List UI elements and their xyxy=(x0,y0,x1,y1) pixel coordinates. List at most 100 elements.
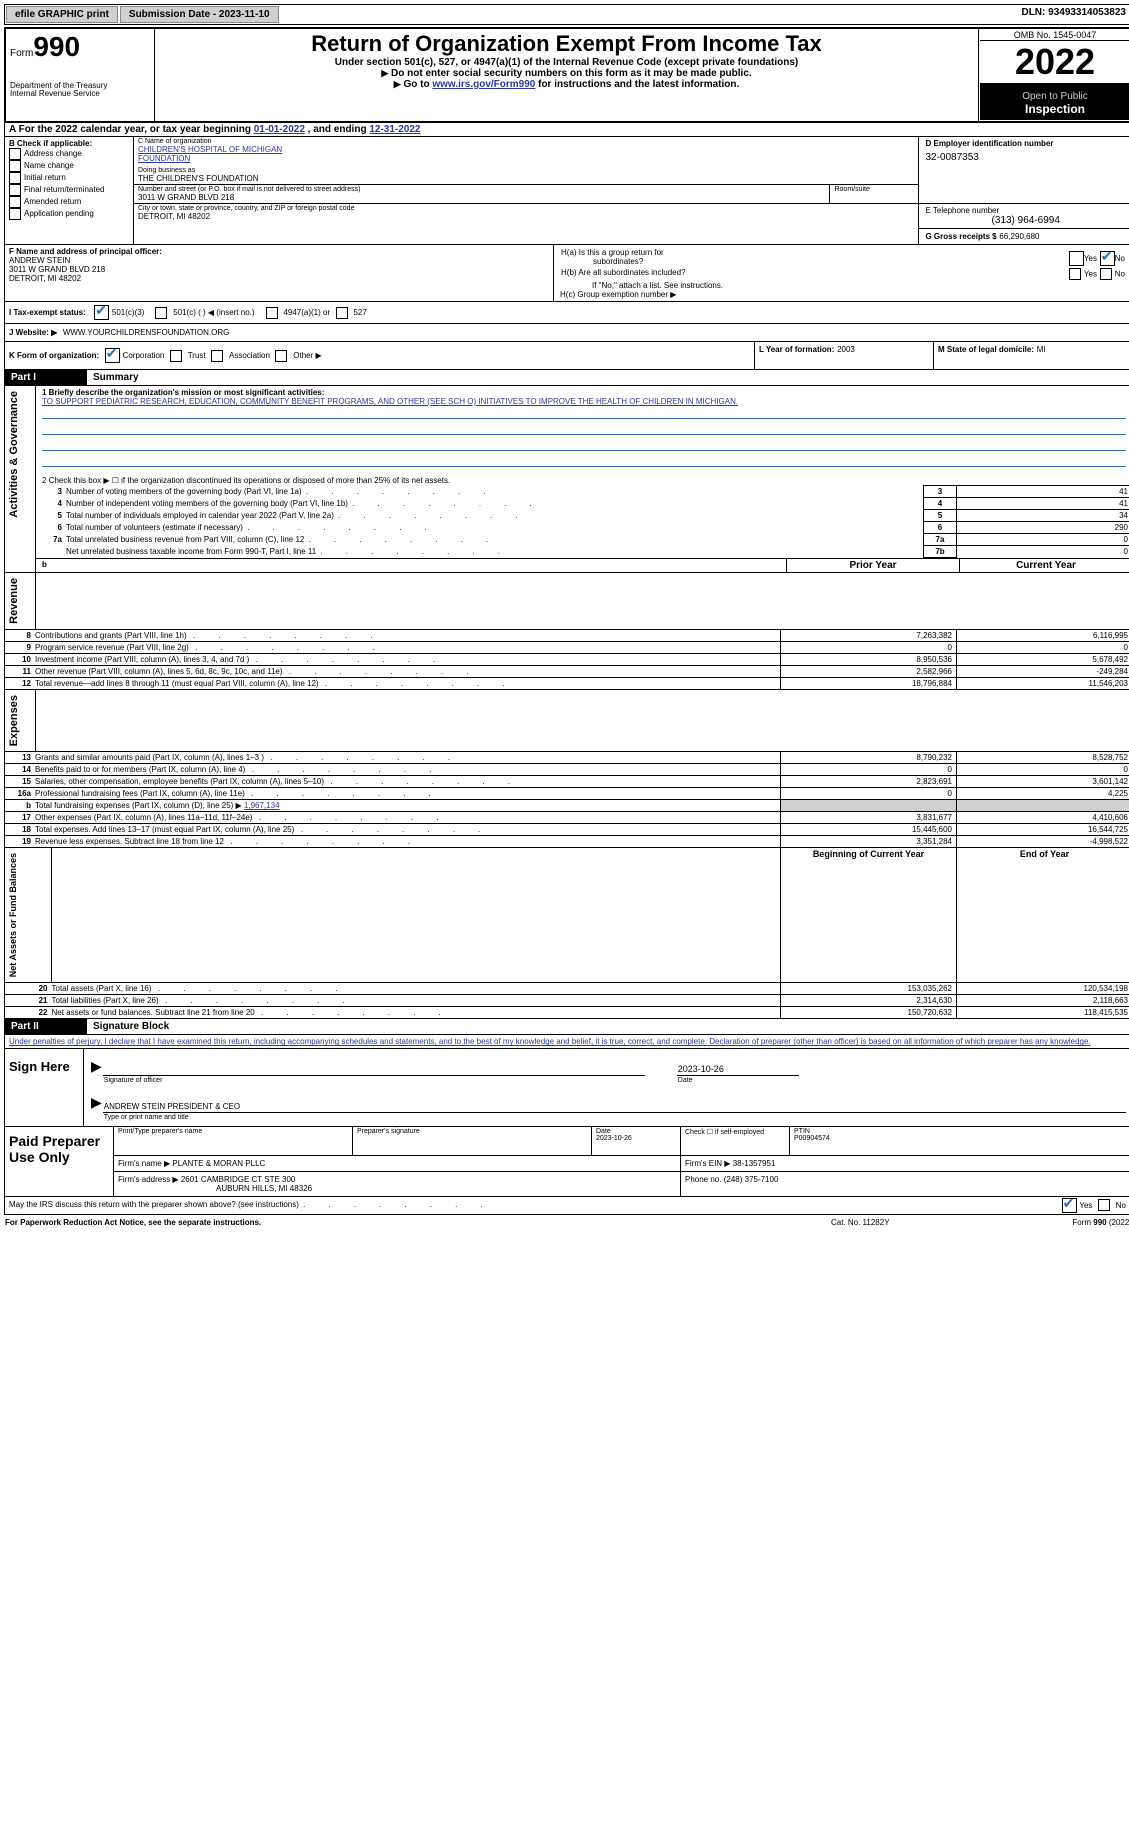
revenue-block: Revenue 8 Contributions and grants (Part… xyxy=(4,573,1129,690)
rowj-label: J Website: ▶ xyxy=(9,328,57,337)
line-num: 4 xyxy=(36,498,66,510)
part2-bar: Part II xyxy=(5,1019,88,1035)
line-desc: Total assets (Part X, line 16) xyxy=(52,983,781,995)
line-num: 13 xyxy=(5,752,36,764)
check-trust[interactable] xyxy=(170,350,182,362)
blank-line xyxy=(42,422,1126,435)
org-name-1[interactable]: CHILDREN'S HOSPITAL OF MICHIGAN xyxy=(138,145,914,154)
ha-no[interactable] xyxy=(1100,251,1115,266)
discuss-text: May the IRS discuss this return with the… xyxy=(9,1200,299,1209)
period-begin: 01-01-2022 xyxy=(254,124,305,135)
form-number: 990 xyxy=(33,31,80,62)
prior-year-value: 3,831,677 xyxy=(781,812,957,824)
open-to-public: Open to Public Inspection xyxy=(980,84,1129,120)
website-value: WWW.YOURCHILDRENSFOUNDATION.ORG xyxy=(63,328,230,337)
part1-body: Activities & Governance 1 Briefly descri… xyxy=(4,386,1129,573)
omb-number: OMB No. 1545-0047 xyxy=(980,30,1129,41)
hb-yes[interactable] xyxy=(1069,268,1081,280)
instructions-link[interactable]: www.irs.gov/Form990 xyxy=(432,79,535,90)
check-501c[interactable] xyxy=(155,307,167,319)
line-desc: Net unrelated business taxable income fr… xyxy=(66,546,924,558)
col-ptin-value: P00904574 xyxy=(794,1135,830,1142)
ha-label: H(a) Is this a group return for xyxy=(561,248,947,257)
opt-corp: Corporation xyxy=(123,351,165,360)
discuss-yes[interactable] xyxy=(1062,1198,1077,1213)
firm-phone-value: (248) 375-7100 xyxy=(724,1175,779,1184)
check-name-change[interactable] xyxy=(9,160,21,172)
check-final-return[interactable] xyxy=(9,184,21,196)
ha-yes[interactable] xyxy=(1069,251,1084,266)
line-num: 8 xyxy=(5,629,36,641)
line-num: 7a xyxy=(36,534,66,546)
check-other[interactable] xyxy=(275,350,287,362)
prior-year-value: 8,950,536 xyxy=(781,653,957,665)
sign-here-block: Sign Here ▶ 2023-10-26 Signature of offi… xyxy=(4,1049,1129,1127)
officer-addr2: DETROIT, MI 48202 xyxy=(9,274,549,283)
opt-assoc: Association xyxy=(229,351,270,360)
officer-sig-line[interactable] xyxy=(103,1053,645,1076)
current-year-value: 4,410,606 xyxy=(957,812,1129,824)
firm-ein-label: Firm's EIN ▶ xyxy=(685,1159,730,1168)
line-num: 22 xyxy=(5,1007,52,1019)
line-desc: Other expenses (Part IX, column (A), lin… xyxy=(35,812,781,824)
check-501c3[interactable] xyxy=(94,305,109,320)
prior-year-value: 15,445,600 xyxy=(781,824,957,836)
line-desc: Professional fundraising fees (Part IX, … xyxy=(35,788,781,800)
opt-trust: Trust xyxy=(188,351,206,360)
sig-date: 2023-10-26 xyxy=(677,1053,799,1076)
prior-year-value xyxy=(781,800,957,812)
check-initial-return[interactable] xyxy=(9,172,21,184)
check-assoc[interactable] xyxy=(211,350,223,362)
current-year-value: 118,415,535 xyxy=(957,1007,1129,1019)
line-num: 19 xyxy=(5,836,36,848)
efile-print-button[interactable]: efile GRAPHIC print xyxy=(6,6,118,23)
opt-address-change: Address change xyxy=(24,149,82,158)
current-year-value xyxy=(957,800,1129,812)
firm-name-value: PLANTE & MORAN PLLC xyxy=(172,1159,265,1168)
current-year-head: Current Year xyxy=(960,559,1129,573)
dba-label: Doing business as xyxy=(138,167,914,174)
rowi-label: I Tax-exempt status: xyxy=(9,308,86,317)
boxb-label: B Check if applicable: xyxy=(9,139,129,148)
line-desc: Number of independent voting members of … xyxy=(66,498,924,510)
line-desc: Investment income (Part VIII, column (A)… xyxy=(35,653,781,665)
part1-bar: Part I xyxy=(5,370,88,386)
col-date-label: Date xyxy=(596,1128,611,1135)
line-box: 5 xyxy=(924,510,957,522)
opt-name-change: Name change xyxy=(24,161,74,170)
klm-row: K Form of organization: Corporation Trus… xyxy=(4,342,1129,370)
discuss-no[interactable] xyxy=(1098,1199,1110,1211)
firm-addr1: 2601 CAMBRIDGE CT STE 300 xyxy=(181,1175,296,1184)
check-amended[interactable] xyxy=(9,196,21,208)
type-name-label: Type or print name and title xyxy=(103,1112,1126,1122)
netassets-block: Net Assets or Fund Balances Beginning of… xyxy=(4,848,1129,1019)
hb-no[interactable] xyxy=(1100,268,1112,280)
boxd-label: D Employer identification number xyxy=(925,139,1126,148)
check-address-change[interactable] xyxy=(9,148,21,160)
current-year-value: 11,546,203 xyxy=(957,677,1129,689)
side-exp: Expenses xyxy=(6,691,22,750)
opt-amended: Amended return xyxy=(24,197,81,206)
discuss-yes-label: Yes xyxy=(1079,1201,1092,1210)
firm-addr2: AUBURN HILLS, MI 48326 xyxy=(118,1184,312,1193)
current-year-value: 5,678,492 xyxy=(957,653,1129,665)
part2-header: Part II Signature Block xyxy=(4,1019,1129,1035)
side-ag: Activities & Governance xyxy=(6,387,22,522)
dln-label: DLN: 93493314053823 xyxy=(1015,5,1129,24)
check-4947[interactable] xyxy=(266,307,278,319)
col-sig: Preparer's signature xyxy=(353,1127,592,1156)
sign-here-label: Sign Here xyxy=(5,1049,84,1126)
entity-block: B Check if applicable: Address change Na… xyxy=(4,137,1129,245)
org-name-2[interactable]: FOUNDATION xyxy=(138,154,914,163)
check-app-pending[interactable] xyxy=(9,208,21,220)
top-bar: efile GRAPHIC print Submission Date - 20… xyxy=(4,4,1129,25)
part1-header: Part I Summary xyxy=(4,370,1129,386)
prior-year-head: Prior Year xyxy=(787,559,960,573)
line-box: 7a xyxy=(924,534,957,546)
paid-preparer-block: Paid Preparer Use Only Print/Type prepar… xyxy=(4,1127,1129,1197)
prior-year-value: 153,035,262 xyxy=(781,983,957,995)
check-corp[interactable] xyxy=(105,348,120,363)
opt-final-return: Final return/terminated xyxy=(24,185,104,194)
check-527[interactable] xyxy=(336,307,348,319)
line-value: 41 xyxy=(957,486,1129,498)
